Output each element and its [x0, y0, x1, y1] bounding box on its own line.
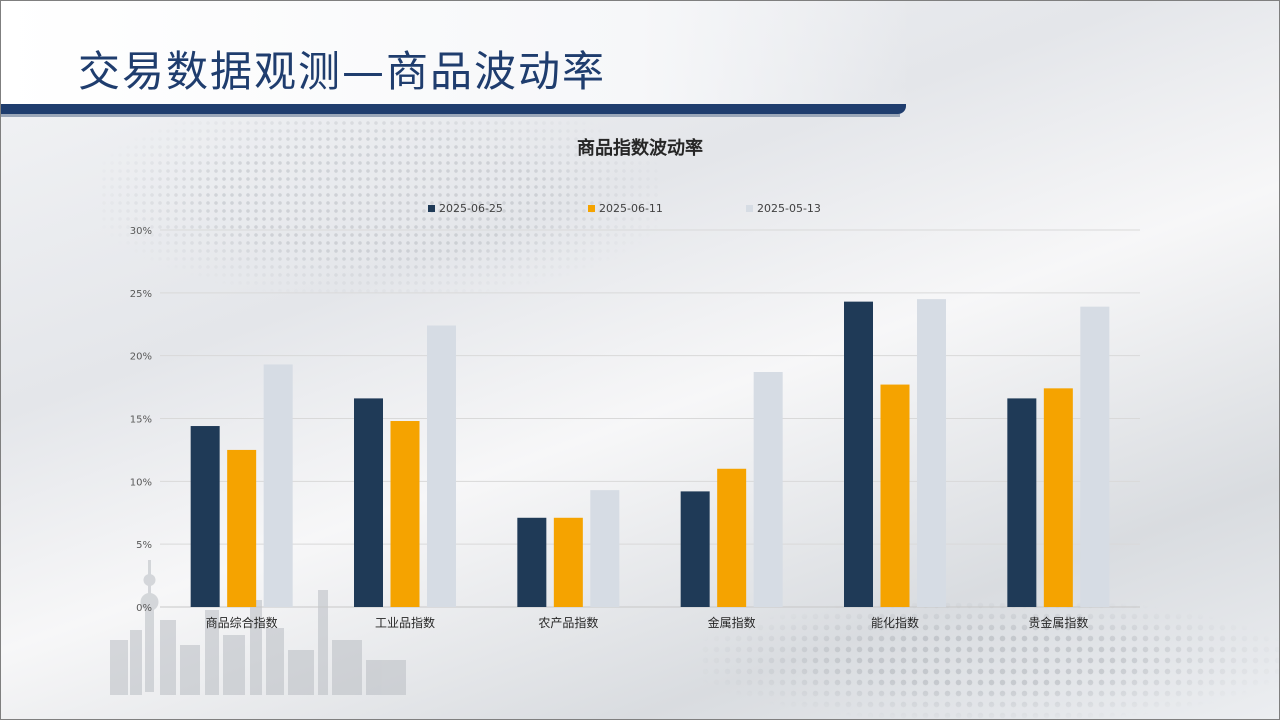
header-gray-stripe — [0, 114, 900, 117]
chart-title: 商品指数波动率 — [577, 138, 703, 159]
legend-label-series-2: 2025-06-11 — [599, 202, 663, 215]
chart-legend: 2025-06-25 2025-06-11 2025-05-13 — [400, 202, 880, 218]
y-tick-label: 25% — [130, 289, 152, 300]
y-tick-label: 5% — [136, 540, 152, 551]
legend-item-series-2: 2025-06-11 — [588, 202, 663, 215]
bar-series-1 — [680, 491, 710, 607]
bar-series-3 — [263, 364, 293, 607]
y-tick-label: 10% — [130, 477, 152, 488]
bar-series-3 — [427, 325, 456, 607]
bar-series-3 — [753, 372, 783, 607]
x-tick-label: 金属指数 — [708, 615, 756, 630]
bar-series-2 — [1043, 388, 1073, 607]
city-skyline-decoration — [110, 560, 406, 695]
dot-pattern-decoration — [700, 600, 1280, 720]
bar-series-2 — [717, 468, 747, 607]
x-tick-label: 贵金属指数 — [1028, 615, 1088, 630]
bar-series-3 — [590, 490, 620, 607]
legend-swatch-series-1 — [428, 205, 435, 212]
bar-series-1 — [190, 426, 220, 607]
x-tick-label: 商品综合指数 — [206, 615, 278, 630]
bar-series-2 — [390, 421, 420, 607]
legend-swatch-series-2 — [588, 205, 595, 212]
bar-series-2 — [227, 449, 257, 607]
legend-label-series-1: 2025-06-25 — [439, 202, 503, 215]
bar-series-2 — [880, 384, 910, 607]
bar-series-2 — [553, 517, 583, 607]
world-map-dots-decoration — [100, 95, 660, 295]
x-tick-label: 农产品指数 — [538, 615, 598, 630]
header-band — [0, 0, 912, 105]
bar-series-1 — [844, 301, 873, 607]
x-tick-label: 能化指数 — [871, 615, 919, 630]
legend-item-series-3: 2025-05-13 — [746, 202, 821, 215]
legend-swatch-series-3 — [746, 205, 753, 212]
bar-series-3 — [917, 299, 946, 607]
bar-series-1 — [354, 398, 383, 607]
bar-series-3 — [1080, 306, 1110, 607]
y-tick-label: 30% — [130, 226, 152, 237]
legend-label-series-3: 2025-05-13 — [757, 202, 821, 215]
y-tick-label: 20% — [130, 352, 152, 363]
bar-series-1 — [1007, 398, 1037, 607]
y-tick-label: 15% — [130, 415, 152, 426]
y-tick-label: 0% — [136, 603, 152, 614]
page-title: 交易数据观测—商品波动率 — [78, 47, 607, 96]
legend-item-series-1: 2025-06-25 — [428, 202, 503, 215]
x-tick-label: 工业品指数 — [375, 615, 435, 630]
bar-series-1 — [517, 517, 547, 607]
header-navy-stripe — [0, 104, 906, 114]
